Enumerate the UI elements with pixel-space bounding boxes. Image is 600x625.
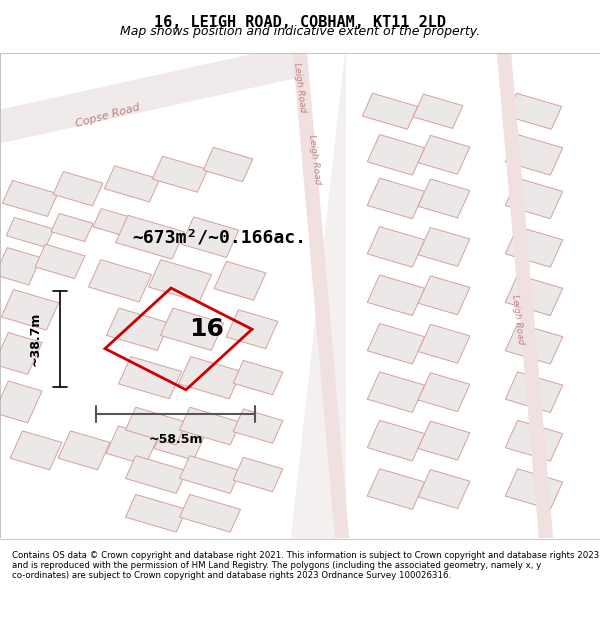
Text: Leigh Road: Leigh Road [510,294,526,345]
Text: Leigh Road: Leigh Road [307,134,323,185]
Polygon shape [2,181,58,216]
Polygon shape [418,324,470,363]
Polygon shape [178,356,242,399]
Polygon shape [181,217,239,258]
Polygon shape [118,356,182,399]
Polygon shape [505,134,563,175]
Polygon shape [125,408,187,445]
Polygon shape [418,228,470,266]
Polygon shape [58,431,110,470]
Polygon shape [214,261,266,300]
Polygon shape [233,409,283,443]
Polygon shape [53,172,103,206]
Polygon shape [505,275,563,316]
Polygon shape [367,178,425,219]
Polygon shape [104,166,160,202]
Polygon shape [418,136,470,174]
Polygon shape [0,248,41,285]
Text: 16, LEIGH ROAD, COBHAM, KT11 2LD: 16, LEIGH ROAD, COBHAM, KT11 2LD [154,15,446,30]
Polygon shape [35,244,85,279]
Polygon shape [367,227,425,267]
Polygon shape [367,324,425,364]
Polygon shape [505,178,563,219]
Polygon shape [362,93,418,129]
Polygon shape [505,421,563,461]
Polygon shape [418,372,470,412]
Polygon shape [233,458,283,492]
Polygon shape [0,44,300,150]
Text: ~38.7m: ~38.7m [29,312,42,366]
Polygon shape [148,259,212,302]
Polygon shape [226,310,278,349]
Polygon shape [179,494,241,532]
Polygon shape [367,469,425,509]
Polygon shape [505,324,563,364]
Polygon shape [1,289,59,330]
Polygon shape [418,421,470,460]
Polygon shape [367,421,425,461]
Polygon shape [505,469,563,509]
Polygon shape [367,275,425,316]
Polygon shape [106,308,170,351]
Text: Contains OS data © Crown copyright and database right 2021. This information is : Contains OS data © Crown copyright and d… [12,551,599,581]
Polygon shape [106,426,158,465]
Polygon shape [152,156,208,192]
Polygon shape [179,456,241,493]
Polygon shape [418,276,470,315]
Polygon shape [125,456,187,493]
Polygon shape [367,372,425,413]
Polygon shape [51,213,93,242]
Polygon shape [125,494,187,532]
Polygon shape [233,361,283,395]
Text: 16: 16 [190,318,224,341]
Polygon shape [418,179,470,218]
Polygon shape [179,408,241,445]
Polygon shape [418,469,470,509]
Text: ~58.5m: ~58.5m [148,433,203,446]
Polygon shape [505,227,563,267]
Polygon shape [116,215,184,259]
Text: Copse Road: Copse Road [75,102,141,129]
Polygon shape [0,332,42,374]
Text: Map shows position and indicative extent of the property.: Map shows position and indicative extent… [120,25,480,38]
Polygon shape [93,209,135,237]
Polygon shape [160,308,224,351]
Polygon shape [505,372,563,413]
Polygon shape [88,259,152,302]
Polygon shape [0,381,42,423]
Polygon shape [10,431,62,470]
Text: ~673m²/~0.166ac.: ~673m²/~0.166ac. [132,228,306,246]
Polygon shape [506,93,562,129]
Polygon shape [6,217,54,248]
Polygon shape [413,94,463,128]
Polygon shape [367,134,425,175]
Polygon shape [203,148,253,182]
Text: Leigh Road: Leigh Road [292,61,308,112]
Polygon shape [154,421,206,460]
